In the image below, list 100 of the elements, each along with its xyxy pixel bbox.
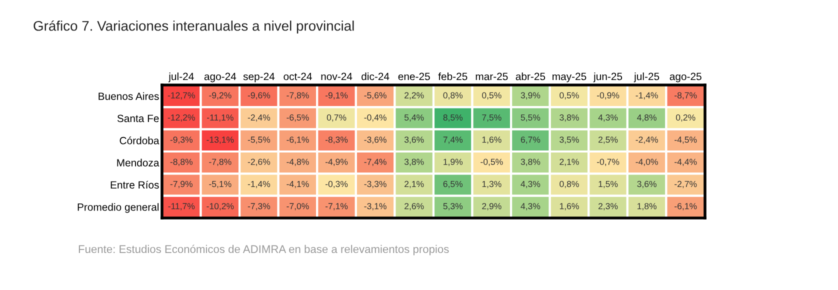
data-label: -10,2% (206, 203, 234, 210)
data-label: 0,2% (676, 114, 696, 122)
data-label: -5,5% (248, 136, 270, 144)
data-label: -2,4% (636, 136, 658, 144)
data-label: 8,5% (443, 114, 463, 122)
data-label: 4,3% (520, 180, 540, 188)
data-label: -11,1% (207, 114, 234, 122)
y-tick-label: Entre Ríos (110, 180, 159, 189)
data-label: -1,4% (636, 92, 658, 100)
data-label: -7,8% (286, 92, 309, 100)
y-tick-label: Córdoba (120, 136, 160, 144)
x-tick-label: sep-24 (243, 72, 275, 82)
data-label: 2,3% (598, 203, 618, 210)
data-label: -9,1% (325, 92, 348, 100)
data-label: -0,3% (325, 180, 348, 188)
data-label: 0,8% (443, 92, 463, 100)
data-label: -9,3% (170, 136, 193, 144)
data-label: -7,9% (170, 180, 193, 188)
data-label: 4,8% (637, 114, 656, 122)
data-label: 2,6% (404, 203, 424, 210)
data-label: -3,6% (364, 136, 386, 144)
y-tick-label: Santa Fe (117, 114, 159, 122)
data-label: 3,8% (560, 114, 579, 122)
data-label: 6,5% (443, 180, 463, 188)
data-label: -7,1% (325, 203, 348, 210)
data-label: 6,7% (520, 136, 540, 144)
x-tick-label: mar-25 (476, 72, 508, 80)
data-label: -4,1% (286, 180, 309, 188)
data-label: 2,2% (404, 92, 424, 100)
source-note: Fuente: Estudios Económicos de ADIMRA en base a relevamientos propios (78, 244, 449, 256)
data-label: -6,5% (286, 114, 309, 122)
x-tick-label: nov-24 (321, 72, 352, 80)
y-tick-label: Mendoza (117, 158, 160, 166)
data-label: -2,6% (248, 158, 270, 166)
data-label: -0,4% (364, 114, 386, 122)
x-tick-label: ago-25 (670, 72, 702, 82)
data-label: -2,7% (674, 180, 697, 188)
data-label: -11,7% (168, 203, 195, 210)
data-label: 2,9% (482, 203, 502, 210)
data-label: -8,3% (325, 136, 348, 144)
data-label: 4,3% (598, 114, 618, 122)
x-tick-label: jul-24 (168, 72, 194, 82)
x-tick-label: dic-24 (362, 72, 390, 80)
data-label: -13,1% (206, 136, 234, 144)
data-label: 7,5% (482, 114, 502, 122)
data-label: -5,6% (364, 92, 386, 100)
data-label: 2,5% (598, 136, 618, 144)
data-label: 0,8% (560, 180, 579, 188)
data-label: -4,8% (286, 158, 309, 166)
data-label: 7,4% (443, 136, 463, 144)
data-label: -9,2% (209, 92, 232, 100)
data-label: -0,9% (596, 92, 620, 100)
data-label: 3,5% (560, 136, 579, 144)
data-label: 4,3% (520, 203, 540, 210)
data-label: -4,0% (636, 158, 658, 166)
data-label: 1,8% (638, 203, 656, 210)
data-label: -4,5% (674, 136, 697, 144)
x-tick-label: ene-25 (398, 72, 430, 80)
x-tick-label: feb-25 (438, 72, 468, 80)
chart-title: Gráfico 7. Variaciones interanuales a nivel provincial (34, 20, 354, 34)
data-label: -3,1% (364, 203, 386, 210)
x-tick-label: ago-24 (204, 72, 236, 82)
data-label: 0,5% (560, 92, 579, 100)
data-label: -3,3% (364, 180, 386, 188)
data-label: -7,4% (364, 158, 386, 166)
y-tick-label: Buenos Aires (98, 92, 159, 100)
data-label: -4,4% (674, 158, 697, 166)
data-label: -8,7% (674, 92, 697, 100)
x-tick-label: jun-25 (593, 72, 622, 82)
data-label: -12,7% (168, 92, 195, 100)
data-label: 3,8% (404, 158, 424, 166)
data-label: 2,1% (560, 158, 579, 166)
data-label: 0,5% (482, 92, 502, 100)
data-label: 1,5% (598, 180, 618, 188)
data-label: 2,1% (404, 180, 424, 188)
data-label: -7,0% (286, 203, 309, 210)
data-label: -0,5% (480, 158, 503, 166)
data-label: -12,2% (168, 114, 195, 122)
data-label: 1,3% (482, 180, 502, 188)
x-tick-label: oct-24 (284, 72, 312, 80)
data-label: 5,4% (404, 114, 424, 122)
data-label: -7,8% (209, 158, 232, 166)
data-label: 1,9% (444, 158, 463, 166)
data-label: -6,1% (286, 136, 309, 144)
data-label: -8,8% (170, 158, 193, 166)
data-label: 3,9% (520, 92, 540, 100)
data-label: -9,6% (248, 92, 270, 100)
data-label: -1,4% (248, 180, 270, 188)
data-label: -6,1% (674, 203, 697, 210)
data-label: 3,6% (637, 180, 656, 188)
data-label: -5,1% (209, 180, 232, 188)
y-tick-label: Promedio general (78, 203, 159, 213)
x-tick-label: abr-25 (516, 72, 546, 80)
data-label: 0,7% (326, 114, 346, 122)
data-label: 1,6% (560, 203, 579, 210)
data-label: -4,9% (325, 158, 348, 166)
data-label: -2,4% (248, 114, 270, 122)
x-tick-label: may-25 (552, 72, 586, 82)
data-label: 1,6% (482, 136, 502, 144)
data-label: 3,6% (404, 136, 424, 144)
